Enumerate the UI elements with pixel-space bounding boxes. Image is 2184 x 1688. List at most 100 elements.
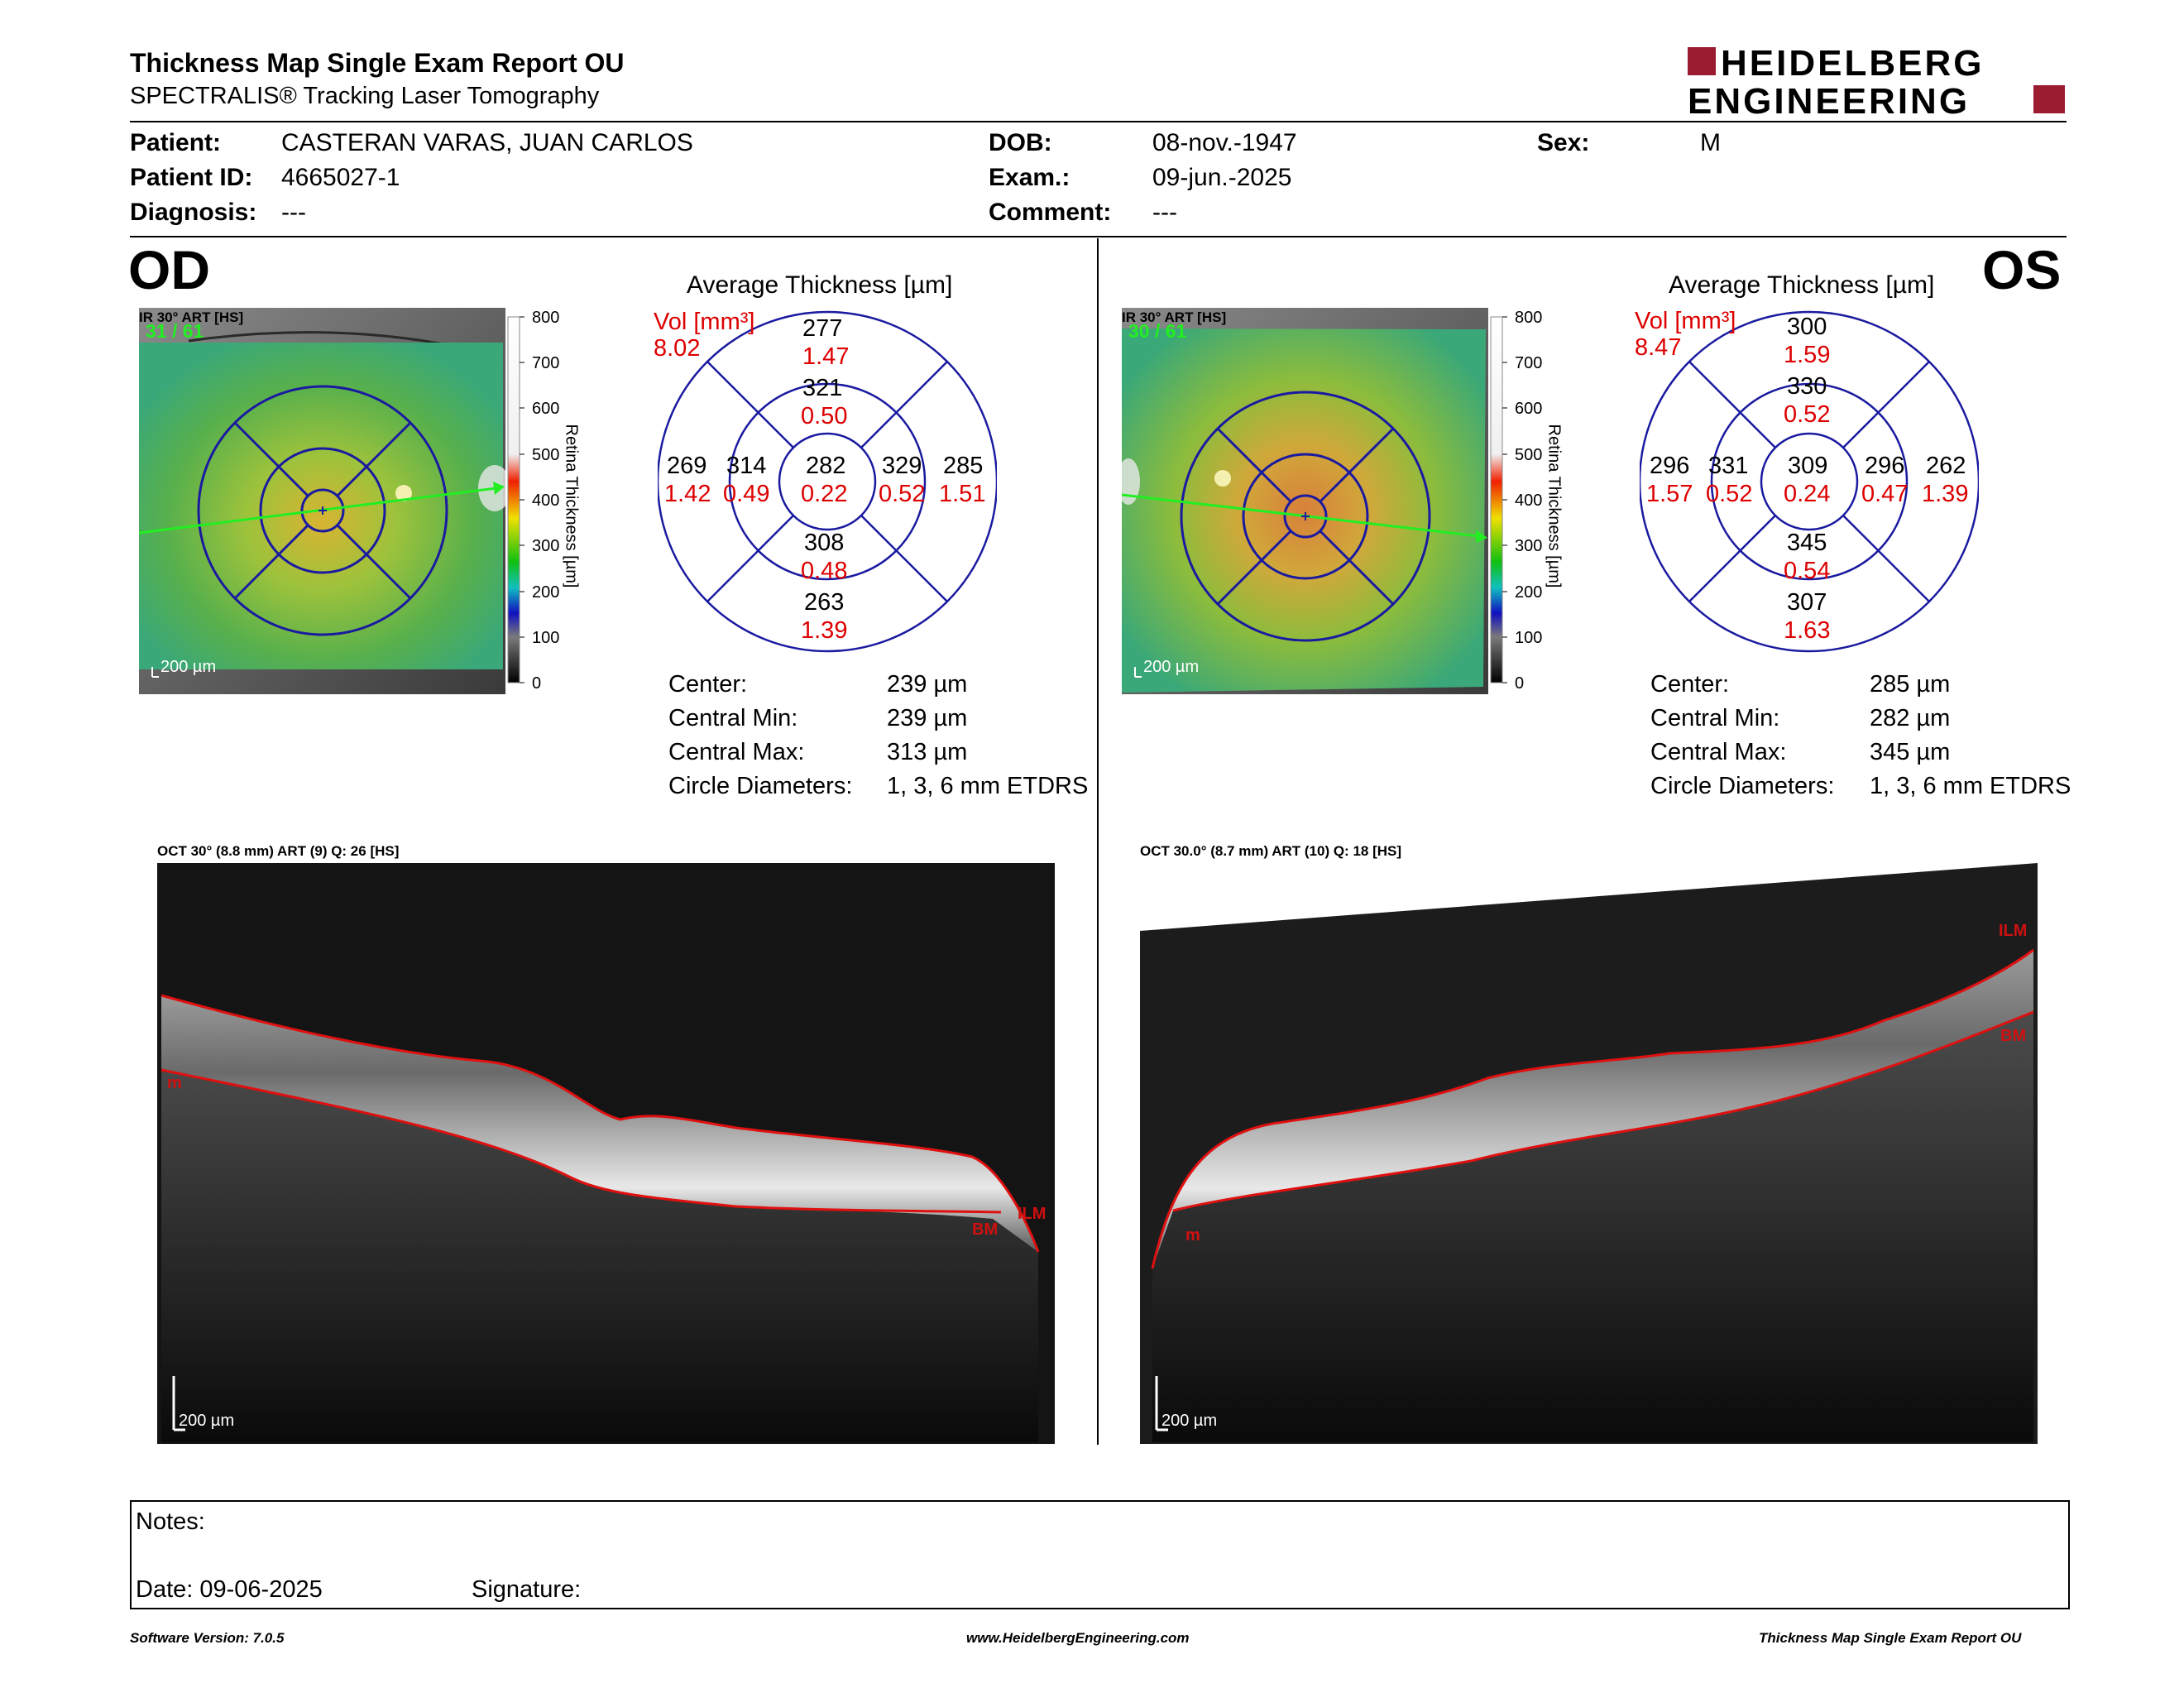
report-subtitle: SPECTRALIS® Tracking Laser Tomography (130, 83, 600, 109)
os-outer-right-thick: 262 (1926, 453, 1966, 479)
od-inner-right-thick: 329 (882, 453, 922, 479)
svg-text:BM: BM (2000, 1027, 2026, 1045)
od-stat-min-value: 239 µm (887, 705, 968, 731)
report-title: Thickness Map Single Exam Report OU (130, 48, 625, 78)
od-oct-bscan: ILM BM m 200 µm (157, 863, 1055, 1444)
od-stat-diam-value: 1, 3, 6 mm ETDRS (887, 773, 1089, 799)
os-ir-label: IR 30° ART [HS] (1122, 309, 1227, 325)
od-outer-left-thick: 269 (667, 453, 707, 479)
patient-label: Patient: (130, 129, 222, 156)
os-inner-right-thick: 296 (1865, 453, 1905, 479)
svg-text:30 / 61: 30 / 61 (1128, 320, 1187, 342)
svg-text:m: m (1185, 1226, 1200, 1244)
os-outer-top-vol: 1.59 (1784, 342, 1831, 368)
od-stat-min-label: Central Min: (668, 705, 798, 731)
os-outer-left-thick: 296 (1650, 453, 1690, 479)
os-colorbar (1489, 310, 1580, 691)
od-etdrs-grid (656, 308, 999, 655)
comment-value: --- (1152, 199, 1177, 226)
dob-value: 08-nov.-1947 (1152, 129, 1297, 156)
comment-label: Comment: (989, 199, 1112, 226)
svg-text:BM: BM (972, 1220, 998, 1239)
od-colorbar-tick-100: 100 (532, 629, 560, 647)
os-colorbar-tick-400: 400 (1515, 492, 1543, 510)
os-eye-label: OS (1982, 239, 2062, 300)
os-center-thick: 309 (1788, 453, 1828, 479)
od-vol-value: 8.02 (654, 335, 701, 362)
od-inner-bottom-vol: 0.48 (801, 558, 848, 584)
od-inner-bottom-thick: 308 (804, 530, 845, 556)
os-inner-right-vol: 0.47 (1861, 481, 1909, 507)
patient-name: CASTERAN VARAS, JUAN CARLOS (281, 129, 693, 156)
patient-id-value: 4665027-1 (281, 164, 400, 191)
date-label: Date: 09-06-2025 (136, 1576, 323, 1603)
od-stat-max-value: 313 µm (887, 739, 968, 765)
heidelberg-logo: HEIDELBERG ENGINEERING (1688, 43, 2068, 122)
os-outer-bottom-vol: 1.63 (1784, 617, 1831, 644)
od-eye-label: OD (128, 239, 210, 300)
os-outer-right-vol: 1.39 (1922, 481, 1969, 507)
od-inner-top-thick: 321 (802, 375, 843, 401)
od-stat-diam-label: Circle Diameters: (668, 773, 853, 799)
os-inner-bottom-thick: 345 (1787, 530, 1827, 556)
od-colorbar-label: Retina Thickness [µm] (562, 424, 581, 588)
footer-website: www.HeidelbergEngineering.com (966, 1630, 1190, 1646)
sex-label: Sex: (1537, 129, 1590, 156)
od-outer-top-thick: 277 (802, 315, 843, 342)
exam-label: Exam.: (989, 164, 1070, 191)
od-colorbar-tick-400: 400 (532, 492, 560, 510)
os-stat-min-label: Central Min: (1650, 705, 1780, 731)
od-outer-top-vol: 1.47 (802, 343, 850, 370)
os-stat-max-label: Central Max: (1650, 739, 1787, 765)
od-colorbar-tick-600: 600 (532, 400, 560, 418)
os-outer-left-vol: 1.57 (1646, 481, 1693, 507)
os-vol-label: Vol [mm³] (1635, 308, 1736, 334)
os-colorbar-tick-200: 200 (1515, 583, 1543, 602)
od-thickness-map: 31 / 61 200 µm (138, 308, 511, 694)
od-inner-top-vol: 0.50 (801, 403, 848, 429)
svg-text:200 µm: 200 µm (160, 658, 216, 676)
os-colorbar-tick-700: 700 (1515, 354, 1543, 372)
svg-text:ILM: ILM (1999, 922, 2027, 940)
od-colorbar-tick-0: 0 (532, 674, 542, 693)
os-colorbar-tick-0: 0 (1515, 674, 1525, 693)
os-stat-center-label: Center: (1650, 671, 1730, 698)
os-outer-top-thick: 300 (1787, 314, 1827, 340)
notes-box (130, 1500, 2070, 1609)
od-inner-left-thick: 314 (726, 453, 767, 479)
os-colorbar-tick-600: 600 (1515, 400, 1543, 418)
od-outer-right-thick: 285 (943, 453, 984, 479)
diagnosis-value: --- (281, 199, 306, 226)
os-oct-bscan: ILM BM m 200 µm (1140, 863, 2038, 1444)
patient-divider (130, 236, 2067, 237)
od-colorbar-tick-300: 300 (532, 537, 560, 555)
od-stat-max-label: Central Max: (668, 739, 805, 765)
od-avg-title: Average Thickness [µm] (687, 271, 953, 299)
os-center-vol: 0.24 (1784, 481, 1831, 507)
os-stat-diam-label: Circle Diameters: (1650, 773, 1835, 799)
od-stat-center-value: 239 µm (887, 671, 968, 698)
svg-text:200 µm: 200 µm (1143, 658, 1199, 676)
sex-value: M (1700, 129, 1721, 156)
od-outer-bottom-thick: 263 (804, 589, 845, 616)
svg-text:200 µm: 200 µm (1161, 1412, 1217, 1430)
os-stat-center-value: 285 µm (1870, 671, 1951, 698)
od-vol-label: Vol [mm³] (654, 309, 755, 335)
os-colorbar-tick-100: 100 (1515, 629, 1543, 647)
od-inner-left-vol: 0.49 (723, 481, 770, 507)
notes-label: Notes: (136, 1508, 205, 1535)
os-outer-bottom-thick: 307 (1787, 589, 1827, 616)
od-colorbar (506, 310, 597, 691)
svg-text:m: m (167, 1074, 182, 1092)
header-divider (130, 121, 2067, 122)
od-colorbar-tick-500: 500 (532, 446, 560, 464)
patient-id-label: Patient ID: (130, 164, 253, 191)
os-inner-bottom-vol: 0.54 (1784, 558, 1831, 584)
os-stat-diam-value: 1, 3, 6 mm ETDRS (1870, 773, 2071, 799)
exam-value: 09-jun.-2025 (1152, 164, 1292, 191)
svg-text:ILM: ILM (1018, 1205, 1046, 1223)
os-thickness-map: 30 / 61 200 µm (1117, 308, 1488, 694)
dob-label: DOB: (989, 129, 1052, 156)
od-outer-left-vol: 1.42 (664, 481, 711, 507)
os-colorbar-tick-500: 500 (1515, 446, 1543, 464)
